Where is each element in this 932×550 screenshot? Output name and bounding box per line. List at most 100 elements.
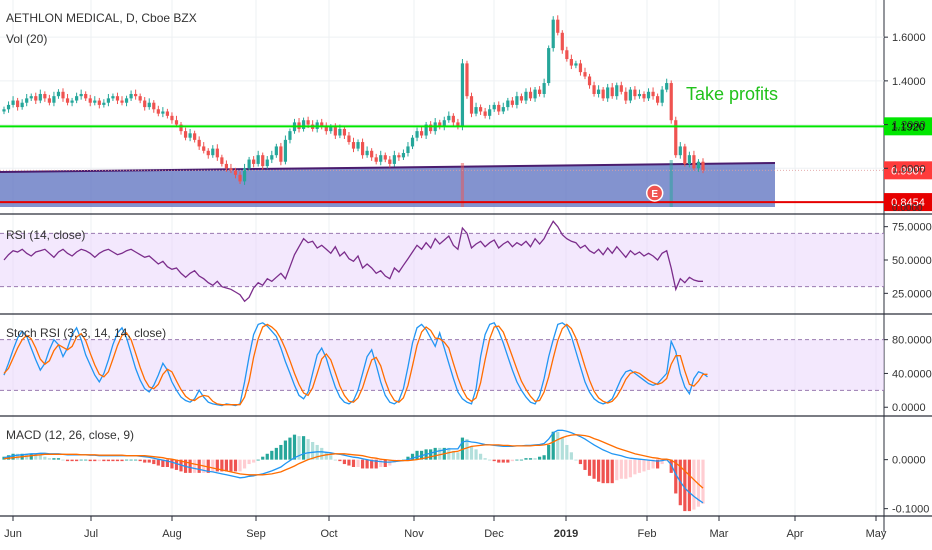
candle-body (637, 93, 642, 97)
candle-body (75, 96, 79, 101)
macd-histogram-bar (465, 439, 469, 460)
resistance-price-tag (884, 117, 932, 136)
macd-histogram-bar (152, 459, 156, 465)
candle-body (578, 63, 583, 73)
macd-histogram-bar (415, 450, 419, 460)
macd-histogram-bar (687, 459, 691, 512)
candle-body (642, 93, 646, 99)
candle-body (478, 107, 483, 112)
macd-histogram-bar (161, 459, 165, 467)
indicator-tick-label: 0.0000 (892, 402, 926, 414)
macd-histogram-bar (519, 459, 524, 461)
macd-histogram-bar (660, 459, 664, 465)
candle-body (678, 146, 682, 156)
candle-body (301, 120, 306, 129)
candle-body (97, 100, 101, 105)
macd-histogram-bar (642, 459, 646, 472)
macd-histogram-bar (134, 459, 138, 461)
candle-body (547, 48, 551, 84)
time-tick-label: Mar (710, 528, 729, 540)
candle-body (619, 85, 623, 92)
macd-histogram-bar (147, 459, 151, 463)
macd-histogram-bar (306, 439, 310, 460)
macd-histogram-bar (429, 449, 433, 460)
indicator-band (0, 339, 884, 391)
macd-histogram-bar (65, 459, 70, 462)
candle-body (442, 120, 446, 127)
candle-body (674, 120, 678, 156)
candle-body (696, 161, 701, 169)
macd-histogram-bar (79, 459, 83, 461)
candle-body (701, 161, 705, 171)
macd-histogram-bar (510, 459, 514, 462)
macd-histogram-bar (333, 459, 337, 461)
candle-body (683, 146, 687, 164)
macd-histogram-bar (528, 458, 533, 460)
candle-body (469, 96, 474, 114)
candle-body (610, 87, 614, 97)
candle-body (392, 155, 396, 164)
earnings-marker[interactable] (645, 184, 664, 202)
macd-histogram-bar (52, 458, 56, 460)
candle-body (447, 115, 451, 121)
candle-body (138, 96, 142, 101)
candle-body (188, 133, 192, 138)
macd-histogram-bar (115, 459, 120, 462)
candle-body (397, 155, 401, 158)
candle-body (669, 83, 673, 121)
candle-body (147, 102, 151, 108)
candle-body (633, 89, 637, 97)
macd-histogram-bar (288, 437, 292, 460)
candle-body (424, 124, 428, 136)
macd-histogram-bar (75, 459, 79, 462)
time-tick-label: Oct (320, 528, 337, 540)
macd-histogram-bar (347, 459, 351, 466)
candle-body (401, 152, 406, 158)
candle-body (537, 89, 542, 94)
candle-body (687, 155, 691, 164)
macd-histogram-bar (606, 459, 610, 484)
macd-histogram-bar (578, 459, 583, 465)
candle-body (324, 126, 328, 132)
indicator-tick-label: 80.0000 (892, 335, 932, 347)
macd-histogram-bar (279, 444, 283, 460)
macd-histogram-bar (256, 459, 260, 461)
macd-histogram-bar (29, 453, 33, 460)
candle-body (524, 91, 528, 101)
macd-histogram-bar (597, 459, 601, 482)
macd-histogram-bar (379, 459, 383, 467)
macd-histogram-bar (474, 449, 478, 460)
macd-histogram-bar (492, 459, 496, 462)
candle-body (224, 163, 229, 169)
macd-histogram-bar (188, 459, 192, 473)
macd-histogram-bar (356, 459, 360, 467)
macd-histogram-bar (143, 459, 147, 463)
candle-body (528, 91, 533, 99)
signal-line (3, 434, 704, 489)
macd-panel[interactable] (2, 429, 705, 512)
time-tick-label: Apr (786, 528, 803, 540)
candle-body (79, 93, 83, 97)
macd-histogram-bar (456, 452, 460, 460)
rsi-line (3, 220, 703, 303)
macd-histogram-bar (447, 447, 451, 460)
rsi-panel[interactable] (0, 220, 884, 303)
candle-body (134, 93, 138, 97)
time-tick-label: Sep (246, 528, 266, 540)
macd-histogram-bar (615, 459, 619, 481)
stoch-rsi-panel[interactable] (0, 322, 884, 407)
candle-body (628, 89, 632, 101)
macd-histogram-bar (61, 459, 65, 461)
macd-histogram-bar (460, 437, 465, 460)
macd-histogram-bar (197, 459, 201, 473)
resistance-price-label: 1.1920 (891, 121, 925, 133)
candle-body (229, 168, 233, 171)
candle-body (569, 59, 573, 66)
candle-body (497, 104, 501, 112)
candle-body (211, 148, 215, 156)
macd-histogram-bar (220, 459, 224, 472)
candle-body (656, 96, 660, 103)
macd-histogram-bar (601, 459, 605, 484)
candle-body (615, 85, 619, 97)
